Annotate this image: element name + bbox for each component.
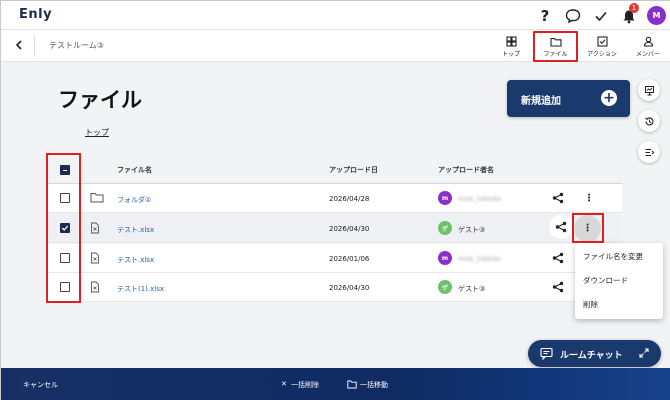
table-header: ファイル名 アップロード日 アップロード者名 [46, 153, 622, 184]
uploader-avatar: ゲ [438, 280, 452, 294]
file-name-link[interactable]: テスト.xlsx [117, 256, 155, 264]
uploader-name: moe_takeda [458, 195, 501, 203]
check-icon[interactable] [591, 6, 611, 26]
tab-label: メンバー [635, 51, 660, 58]
room-name: テストルーム③ [49, 41, 104, 50]
row-checkbox[interactable] [60, 223, 70, 233]
plus-icon: + [601, 90, 617, 106]
person-icon [643, 36, 653, 47]
row-checkbox[interactable] [60, 282, 70, 292]
header-uploader: アップロード者名 [438, 166, 494, 174]
presentation-icon[interactable] [638, 79, 660, 101]
share-icon [555, 221, 567, 233]
header-upload-date: アップロード日 [329, 166, 378, 174]
close-icon: ✕ [281, 380, 287, 388]
tab-label: ファイル [543, 51, 568, 58]
select-all-checkbox[interactable] [60, 165, 70, 175]
grid-icon [505, 36, 517, 47]
excel-file-icon [91, 252, 99, 264]
checkbox-column-highlight [46, 153, 81, 303]
tab-top[interactable]: トップ [490, 33, 532, 60]
expand-icon [639, 348, 649, 358]
app-logo[interactable]: Enly [19, 7, 53, 22]
table-row[interactable]: フォルダ① 2026/04/28 m moe_takeda ⋮ [46, 184, 622, 213]
notification-badge: 1 [629, 3, 639, 13]
tab-actions[interactable]: アクション [581, 33, 623, 60]
chat-icon [540, 347, 553, 360]
menu-item-download[interactable]: ダウンロード [583, 276, 628, 285]
uploader-avatar: ゲ [438, 221, 452, 235]
share-icon[interactable] [552, 252, 564, 264]
tab-files[interactable]: ファイル [533, 31, 578, 62]
chat-bubble-icon[interactable] [563, 6, 583, 26]
add-new-button[interactable]: 新規追加 + [507, 80, 630, 117]
file-table: ファイル名 アップロード日 アップロード者名 フォルダ① 2026/04/28 … [46, 153, 622, 302]
row-checkbox[interactable] [60, 253, 70, 263]
header-filename: ファイル名 [117, 166, 152, 174]
upload-date: 2026/04/30 [329, 225, 370, 233]
top-header [1, 1, 670, 30]
toolbar-divider [34, 35, 35, 57]
uploader-name: ゲスト③ [458, 285, 486, 293]
folder-icon [549, 37, 562, 47]
menu-item-rename[interactable]: ファイル名を変更 [583, 252, 643, 261]
cancel-button[interactable]: キャンセル [23, 381, 58, 389]
more-button-highlight [572, 213, 604, 243]
file-name-link[interactable]: テスト.xlsx [117, 226, 155, 234]
upload-date: 2026/04/30 [329, 284, 370, 292]
add-new-label: 新規追加 [521, 96, 561, 107]
list-menu-icon[interactable] [638, 141, 660, 163]
bulk-move-button[interactable]: 一括移動 [360, 381, 388, 389]
folder-icon [90, 193, 104, 203]
uploader-name: moe_takeda [458, 255, 501, 263]
bulk-action-bar [1, 368, 670, 400]
page-title: ファイル [58, 88, 142, 112]
bulk-delete-button[interactable]: 一括削除 [291, 381, 319, 389]
excel-file-icon [91, 222, 99, 234]
uploader-avatar: m [438, 191, 452, 205]
help-icon[interactable]: ? [540, 7, 550, 25]
share-icon[interactable] [552, 192, 564, 204]
history-icon[interactable] [638, 110, 660, 132]
uploader-avatar: m [438, 251, 452, 265]
breadcrumb-top[interactable]: トップ [85, 128, 109, 137]
folder-move-icon [347, 380, 357, 389]
room-chat-button[interactable]: ルームチャット [528, 340, 661, 367]
excel-file-icon [91, 281, 99, 293]
table-row[interactable]: テスト.xlsx 2026/01/06 m moe_takeda [46, 244, 622, 273]
context-menu: ファイル名を変更 ダウンロード 削除 [575, 243, 663, 319]
upload-date: 2026/01/06 [329, 255, 370, 263]
tab-label: トップ [501, 51, 520, 58]
tab-label: アクション [587, 51, 617, 58]
share-button-highlight[interactable] [549, 215, 573, 239]
table-row[interactable]: テスト.xlsx 2026/04/30 ゲ ゲスト③ ⋮ [46, 214, 622, 243]
checkbox-icon [596, 36, 608, 47]
upload-date: 2026/04/28 [329, 195, 370, 203]
menu-item-delete[interactable]: 削除 [583, 300, 598, 309]
more-options-button[interactable]: ⋮ [574, 215, 601, 242]
back-button[interactable] [11, 37, 27, 53]
share-icon[interactable] [552, 281, 564, 293]
file-name-link[interactable]: フォルダ① [117, 196, 152, 204]
room-chat-label: ルームチャット [560, 351, 623, 361]
row-checkbox[interactable] [60, 193, 70, 203]
more-options-button[interactable]: ⋮ [584, 192, 594, 204]
uploader-name: ゲスト③ [458, 226, 486, 234]
user-avatar[interactable]: M [647, 6, 666, 25]
file-name-link[interactable]: テスト(1).xlsx [117, 285, 165, 293]
table-row[interactable]: テスト(1).xlsx 2026/04/30 ゲ ゲスト③ [46, 273, 622, 302]
tab-members[interactable]: メンバー [627, 33, 669, 60]
